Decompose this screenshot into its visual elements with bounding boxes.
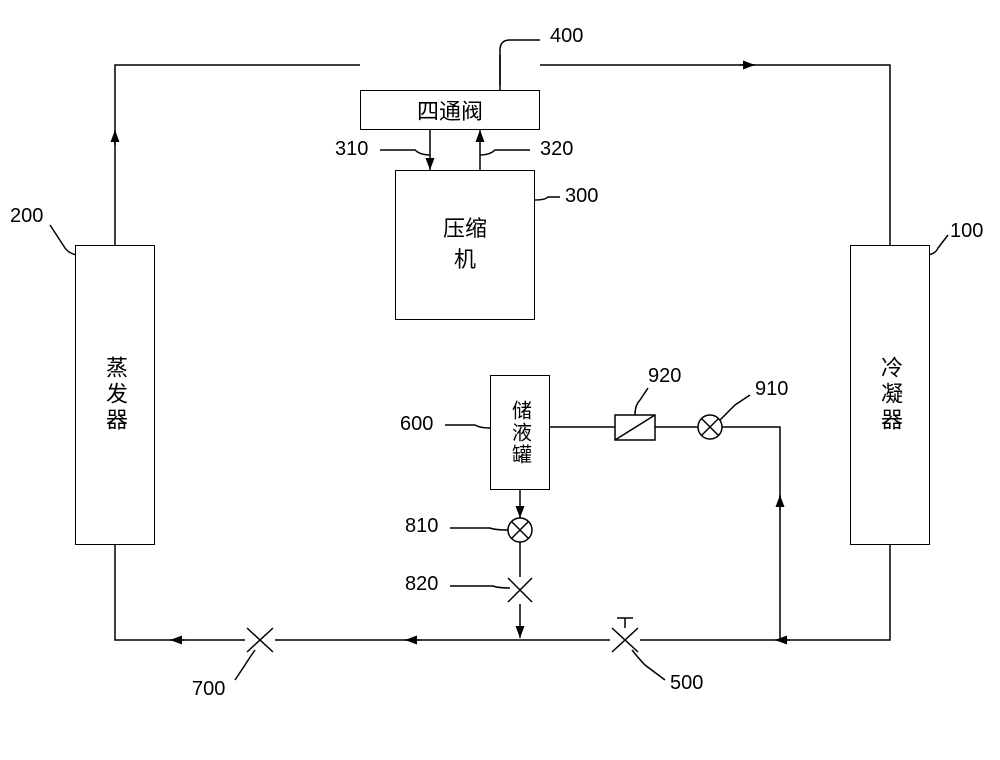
ref-810: 810	[405, 515, 438, 538]
ref-300: 300	[565, 185, 598, 208]
ref-500: 500	[670, 672, 703, 695]
receiver-box: 储液罐	[490, 375, 550, 490]
condenser-label: 冷凝器	[874, 356, 906, 434]
ref-320: 320	[540, 138, 573, 161]
ref-700: 700	[192, 678, 225, 701]
fourway-valve-box: 四通阀	[360, 90, 540, 130]
fourway-valve-label: 四通阀	[417, 94, 483, 126]
ref-200: 200	[10, 205, 43, 228]
ref-920: 920	[648, 365, 681, 388]
ref-910: 910	[755, 378, 788, 401]
compressor-label: 压缩机	[443, 214, 487, 276]
evaporator-label: 蒸发器	[99, 356, 131, 434]
compressor-box: 压缩机	[395, 170, 535, 320]
ref-600: 600	[400, 413, 433, 436]
evaporator-box: 蒸发器	[75, 245, 155, 545]
ref-310: 310	[335, 138, 368, 161]
condenser-box: 冷凝器	[850, 245, 930, 545]
ref-100: 100	[950, 220, 983, 243]
ref-820: 820	[405, 573, 438, 596]
receiver-label: 储液罐	[506, 400, 535, 466]
ref-400: 400	[550, 25, 583, 48]
